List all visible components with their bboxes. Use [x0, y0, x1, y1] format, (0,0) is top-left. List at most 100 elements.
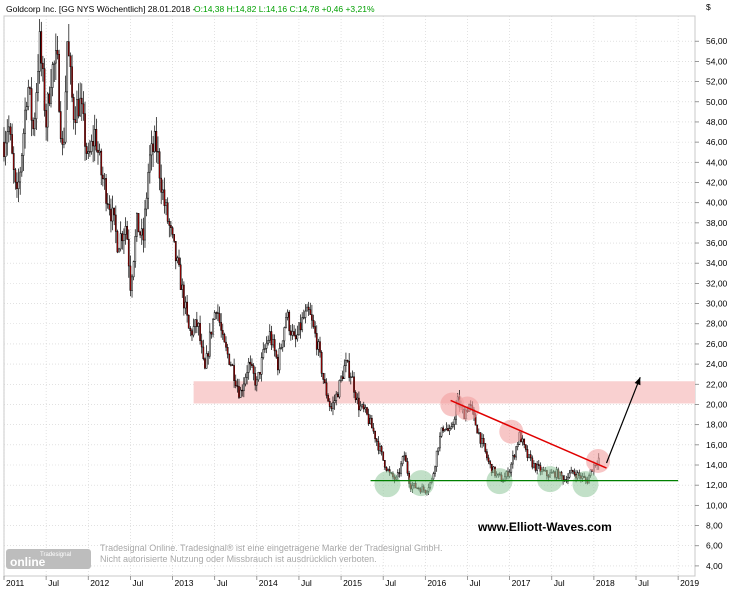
- support-touch-circle: [537, 466, 564, 493]
- y-tick-label: 48,00: [706, 117, 728, 127]
- candle-up: [176, 257, 179, 262]
- candle-down: [207, 353, 210, 357]
- candle-down: [531, 457, 534, 468]
- candle-down: [327, 395, 329, 402]
- y-tick-label: 22,00: [706, 379, 728, 389]
- candle-down: [311, 314, 313, 321]
- candle-up: [148, 154, 151, 173]
- candle-down: [346, 360, 349, 362]
- candle-up: [213, 312, 216, 320]
- candle-down: [59, 111, 62, 139]
- tradesignal-logo: Tradesignal online: [6, 549, 91, 569]
- instrument-title: Goldcorp Inc. [GG NYS Wöchentlich] 28.01…: [6, 4, 196, 14]
- candle-up: [448, 428, 451, 431]
- candle-down: [254, 373, 257, 386]
- candle-down: [382, 451, 385, 461]
- candle-down: [82, 103, 85, 114]
- candle-up: [512, 455, 514, 465]
- candle-down: [163, 189, 166, 206]
- x-axis: 2011 Jul 2012 Jul 2013 Jul 2014 Jul 2015 Jul 2016 J…: [3, 576, 699, 588]
- candle-down: [152, 143, 154, 152]
- candle-down: [200, 340, 203, 348]
- candle-down: [42, 62, 44, 69]
- candle-up: [8, 126, 10, 133]
- candle-up: [111, 207, 114, 222]
- candle-up: [434, 466, 436, 474]
- candle-down: [116, 231, 119, 253]
- support-touch-circle: [572, 471, 599, 498]
- candle-up: [17, 181, 20, 189]
- candle-down: [223, 334, 226, 343]
- candle-up: [356, 397, 359, 401]
- resistance-zone: [193, 381, 696, 404]
- candle-down: [341, 376, 344, 379]
- candle-up: [304, 310, 307, 318]
- candle-down: [270, 331, 273, 346]
- candle-up: [401, 456, 404, 465]
- candle-down: [234, 380, 237, 387]
- candle-up: [119, 233, 122, 250]
- candle-up: [19, 171, 22, 183]
- y-tick-label: 6,00: [706, 541, 723, 551]
- ohlc-readout: O:14,38 H:14,82 L:14,16 C:14,78 +0,46 +3…: [194, 4, 375, 14]
- candle-up: [369, 417, 372, 424]
- candle-up: [63, 141, 65, 145]
- candle-down: [526, 449, 529, 458]
- candle-down: [202, 346, 205, 360]
- candle-down: [336, 393, 339, 398]
- candle-up: [242, 383, 245, 392]
- candle-down: [32, 119, 35, 130]
- resistance-zone-layer: [193, 381, 696, 404]
- candle-down: [155, 130, 158, 152]
- candle-down: [218, 313, 221, 323]
- candle-up: [387, 469, 389, 471]
- candle-down: [299, 322, 302, 331]
- candlestick-series: [3, 18, 600, 496]
- candle-up: [20, 155, 23, 173]
- candle-up: [340, 376, 342, 381]
- candle-up: [132, 261, 135, 278]
- candle-down: [137, 213, 140, 233]
- candle-up: [98, 150, 101, 153]
- y-tick-label: 4,00: [706, 561, 723, 571]
- watermark-line-2: Nicht autorisierte Nutzung oder Missbrau…: [100, 554, 377, 564]
- candle-down: [529, 454, 532, 459]
- candle-up: [35, 92, 38, 120]
- y-tick-label: 10,00: [706, 500, 728, 510]
- candle-down: [191, 330, 193, 336]
- candle-down: [314, 326, 316, 334]
- candle-up: [516, 444, 519, 448]
- candle-down: [252, 365, 255, 374]
- y-tick-label: 12,00: [706, 480, 728, 490]
- x-tick-label: 2017: [512, 578, 531, 588]
- candle-down: [294, 335, 297, 340]
- candle-down: [322, 373, 325, 380]
- candle-up: [267, 339, 269, 344]
- candle-up: [343, 365, 346, 379]
- candle-up: [165, 202, 167, 206]
- candle-up: [265, 342, 268, 349]
- candle-up: [264, 348, 266, 350]
- candle-down: [325, 382, 328, 396]
- candle-down: [513, 455, 516, 458]
- candle-up: [364, 407, 367, 410]
- logo-bottom-text: online: [10, 555, 46, 569]
- candle-down: [14, 169, 17, 183]
- candle-down: [210, 331, 213, 335]
- candle-down: [43, 68, 46, 111]
- x-tick-label: 2014: [259, 578, 278, 588]
- candle-down: [113, 207, 116, 216]
- candle-up: [239, 389, 242, 398]
- candle-down: [3, 141, 5, 157]
- candle-down: [48, 93, 51, 104]
- candle-up: [147, 171, 150, 199]
- candle-up: [46, 93, 49, 128]
- x-tick-label: 2011: [6, 578, 25, 588]
- candle-up: [281, 340, 284, 348]
- candle-up: [93, 129, 96, 147]
- candle-down: [277, 356, 279, 371]
- projection-arrow-line: [605, 377, 641, 464]
- candle-up: [477, 432, 480, 434]
- candle-down: [108, 204, 111, 210]
